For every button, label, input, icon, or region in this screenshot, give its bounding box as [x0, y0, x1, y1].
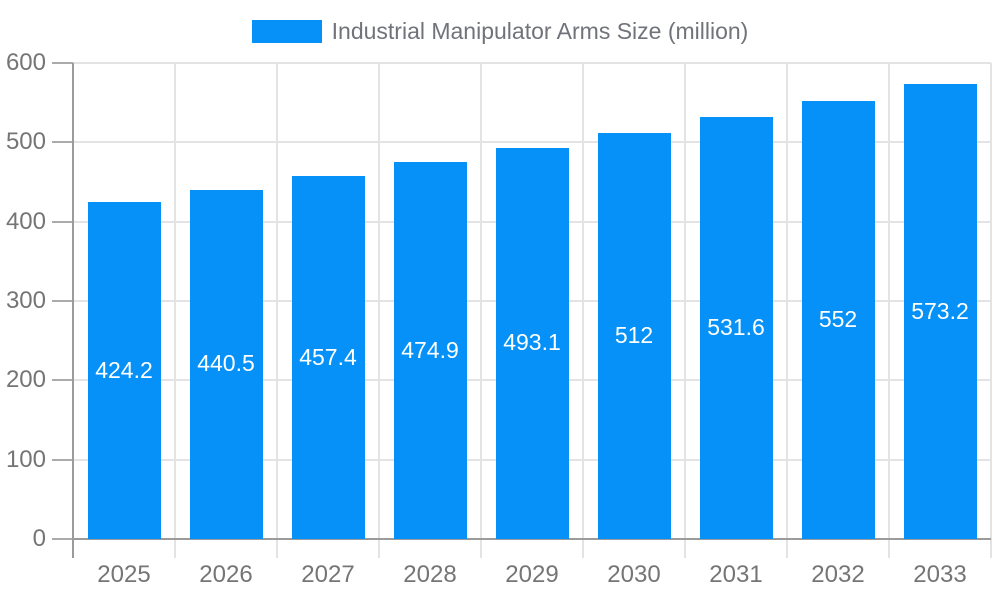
x-tick-label: 2028	[403, 561, 457, 588]
gridline-vertical	[174, 63, 176, 558]
gridline-vertical	[684, 63, 686, 558]
bar-value-label: 424.2	[95, 356, 153, 383]
x-axis-line	[73, 538, 991, 540]
bar-value-label: 457.4	[299, 343, 357, 370]
gridline-horizontal	[73, 62, 991, 64]
x-tick-label: 2030	[607, 561, 661, 588]
y-axis-line	[72, 63, 74, 558]
y-tick-label: 300	[5, 287, 46, 314]
y-axis-tick	[52, 538, 73, 540]
y-tick-label: 200	[5, 366, 46, 394]
gridline-vertical	[888, 63, 890, 558]
y-tick-label: 500	[5, 128, 46, 156]
bar[interactable]	[291, 176, 365, 539]
x-tick-label: 2029	[505, 561, 559, 588]
bar-value-label: 552	[818, 306, 858, 333]
x-tick-label: 2025	[97, 561, 151, 588]
legend-label[interactable]: Industrial Manipulator Arms Size (millio…	[331, 18, 749, 44]
gridline-vertical	[582, 63, 584, 558]
x-tick-label: 2027	[301, 561, 355, 588]
bar-value-label: 474.9	[401, 336, 459, 363]
y-axis-tick	[52, 300, 73, 302]
bar-value-label: 531.6	[707, 314, 765, 341]
y-axis-tick	[52, 62, 73, 64]
gridline-vertical	[378, 63, 380, 558]
bar-value-label: 512	[614, 321, 654, 348]
bar[interactable]	[903, 84, 977, 539]
bar-value-label: 493.1	[503, 329, 561, 356]
gridline-horizontal	[73, 141, 991, 144]
y-axis-tick	[52, 379, 73, 382]
gridline-vertical	[786, 63, 788, 558]
bar-value-label: 573.2	[911, 297, 969, 324]
gridline-vertical	[480, 63, 482, 558]
bar[interactable]	[87, 202, 161, 539]
bar[interactable]	[801, 101, 875, 539]
x-tick-label: 2031	[709, 561, 763, 588]
bar-value-label: 440.5	[197, 350, 255, 377]
y-tick-label: 0	[32, 525, 46, 552]
x-tick-label: 2032	[811, 561, 865, 588]
bar[interactable]	[597, 132, 671, 539]
bar[interactable]	[393, 162, 467, 539]
y-axis-tick	[52, 220, 73, 223]
x-tick-label: 2026	[199, 561, 253, 588]
legend-swatch[interactable]	[251, 20, 322, 43]
y-axis-tick	[52, 141, 73, 144]
y-tick-label: 100	[5, 445, 46, 473]
x-tick-label: 2033	[913, 561, 967, 588]
bar[interactable]	[699, 117, 773, 539]
y-tick-label: 600	[5, 49, 46, 76]
y-tick-label: 400	[5, 207, 46, 235]
gridline-vertical	[276, 63, 278, 558]
bar[interactable]	[495, 147, 569, 539]
y-axis-tick	[52, 458, 73, 461]
legend: Industrial Manipulator Arms Size (millio…	[0, 18, 1000, 45]
bar[interactable]	[189, 189, 263, 539]
gridline-vertical	[990, 63, 992, 558]
